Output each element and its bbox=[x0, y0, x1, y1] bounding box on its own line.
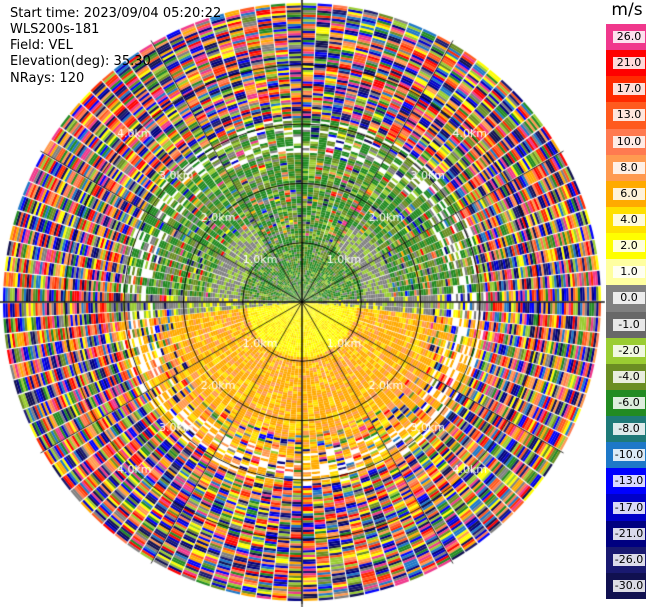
colorbar-tick-label: -26.0 bbox=[613, 552, 645, 566]
colorbar-tick-label: 0.0 bbox=[613, 292, 645, 305]
colorbar-tick-label: 26.0 bbox=[613, 31, 645, 44]
colorbar-unit: m/s bbox=[611, 0, 643, 20]
colorbar-tick-label: -21.0 bbox=[613, 526, 645, 540]
colorbar-tick-label: 13.0 bbox=[613, 109, 645, 122]
colorbar-tick-label: 17.0 bbox=[613, 83, 645, 96]
colorbar-tick-label: -6.0 bbox=[613, 396, 645, 409]
colorbar-tick-label: 2.0 bbox=[613, 240, 645, 253]
colorbar-tick-label: 8.0 bbox=[613, 161, 645, 174]
colorbar-tick-label: -1.0 bbox=[613, 318, 645, 331]
colorbar-tick-label: -2.0 bbox=[613, 344, 645, 357]
field-label: Field: VEL bbox=[10, 38, 73, 53]
colorbar bbox=[606, 24, 646, 600]
colorbar-tick-label: -17.0 bbox=[613, 500, 645, 514]
colorbar-tick-label: 6.0 bbox=[613, 187, 645, 200]
ppi-velocity-plot bbox=[0, 0, 605, 607]
elevation-label: Elevation(deg): 35.30 bbox=[10, 54, 151, 69]
colorbar-tick-label: -10.0 bbox=[613, 448, 645, 462]
colorbar-tick-label: -8.0 bbox=[613, 423, 645, 436]
colorbar-tick-label: 10.0 bbox=[613, 135, 645, 148]
colorbar-tick-label: -13.0 bbox=[613, 474, 645, 488]
colorbar-tick-label: -4.0 bbox=[613, 370, 645, 383]
start-time-label: Start time: 2023/09/04 05:20:22 bbox=[10, 6, 222, 21]
colorbar-tick-label: 21.0 bbox=[613, 57, 645, 70]
nrays-label: NRays: 120 bbox=[10, 71, 85, 86]
colorbar-tick-label: 4.0 bbox=[613, 214, 645, 227]
instrument-label: WLS200s-181 bbox=[10, 22, 100, 37]
colorbar-tick-label: 1.0 bbox=[613, 266, 645, 279]
colorbar-tick-label: -30.0 bbox=[613, 578, 645, 592]
